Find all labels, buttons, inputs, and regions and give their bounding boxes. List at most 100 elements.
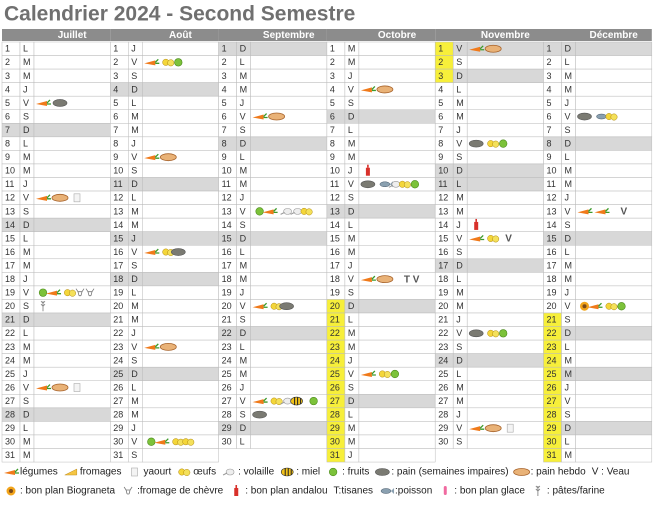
- weekday: D: [456, 260, 463, 270]
- content-cell: [33, 123, 111, 138]
- day-number: 23: [438, 342, 448, 352]
- content-cell: [358, 190, 436, 205]
- fish: [379, 181, 391, 188]
- day-number: 28: [222, 410, 232, 420]
- carrot: [469, 236, 481, 242]
- day-number: 18: [5, 274, 15, 284]
- apple: [309, 396, 318, 406]
- content-cell: [358, 407, 436, 422]
- content-cell: [466, 150, 544, 165]
- weekday: D: [240, 139, 247, 149]
- weekday: D: [348, 301, 355, 311]
- content-cell: [250, 82, 328, 97]
- bee: [280, 467, 294, 477]
- leaf: [371, 275, 376, 281]
- icon: [270, 397, 283, 406]
- stripes: [284, 468, 292, 476]
- icon: [123, 486, 133, 495]
- icon: [309, 396, 318, 406]
- carrot: [469, 426, 481, 432]
- day-number: 3: [113, 71, 118, 81]
- content-cell: [142, 258, 219, 273]
- legend-text: : pain hebdo: [531, 467, 586, 478]
- icon: [222, 468, 235, 476]
- bone: [280, 211, 285, 215]
- day-number: 27: [547, 396, 557, 406]
- content-cell: [466, 339, 544, 354]
- icon: [4, 468, 19, 475]
- bread: [159, 342, 177, 351]
- day-number: 3: [547, 71, 552, 81]
- bread: [159, 153, 177, 162]
- weekday: S: [240, 410, 246, 420]
- icon: [535, 485, 541, 496]
- weekday: D: [23, 315, 30, 325]
- content-cell: [466, 95, 544, 110]
- content-cell: [466, 434, 544, 449]
- day-number: 17: [222, 260, 232, 270]
- day-number: 26: [330, 382, 340, 392]
- day-number: 7: [330, 125, 335, 135]
- note: V: [505, 234, 512, 245]
- icon: [174, 58, 183, 67]
- day-number: 4: [330, 84, 335, 94]
- content-cell: [575, 258, 653, 273]
- content-cell: [250, 95, 328, 110]
- day-number: 21: [113, 315, 123, 325]
- day-number: 9: [438, 152, 443, 162]
- weekday: L: [565, 342, 570, 352]
- weekday: S: [348, 288, 354, 298]
- day-number: 3: [5, 71, 10, 81]
- weekday: V: [240, 206, 246, 216]
- icon: [605, 113, 618, 121]
- weekday: J: [23, 84, 28, 94]
- weekday: M: [240, 84, 248, 94]
- day-number: 25: [330, 369, 340, 379]
- icon: [159, 153, 177, 162]
- weekday: D: [131, 274, 138, 284]
- icon: [252, 397, 268, 405]
- chick: [403, 181, 411, 189]
- day-number: 28: [113, 410, 123, 420]
- weekday: M: [565, 179, 573, 189]
- month-header: [218, 29, 327, 41]
- day-number: 24: [547, 355, 557, 365]
- legend-text: : pain (semaines impaires): [391, 467, 508, 478]
- chick: [492, 235, 500, 243]
- weekday: S: [456, 247, 462, 257]
- day-number: 12: [330, 193, 340, 203]
- weekday: V: [565, 396, 571, 406]
- poultry: [283, 208, 292, 215]
- yogurt: [73, 193, 81, 203]
- weekday: S: [456, 152, 462, 162]
- weekday: M: [348, 328, 356, 338]
- weekday: J: [348, 166, 353, 176]
- weekday: J: [456, 410, 461, 420]
- weekday: D: [131, 179, 138, 189]
- content-cell: [575, 136, 653, 151]
- weekday: M: [565, 274, 573, 284]
- content-cell: [466, 82, 544, 97]
- day-number: 25: [547, 369, 557, 379]
- content-cell: [250, 258, 328, 273]
- content-cell: [250, 366, 328, 382]
- weekday: L: [23, 233, 28, 243]
- icon: [172, 438, 185, 446]
- day-number: 24: [5, 355, 15, 365]
- content-cell: [33, 326, 111, 341]
- month-header: [543, 29, 652, 41]
- weekday: M: [131, 125, 139, 135]
- day-number: 9: [113, 152, 118, 162]
- weekday: J: [240, 382, 245, 392]
- weekday: M: [131, 206, 139, 216]
- content-cell: [466, 299, 544, 314]
- day-number: 16: [547, 247, 557, 257]
- day-number: 5: [113, 98, 118, 108]
- day-number: 8: [113, 139, 118, 149]
- icon: [280, 467, 294, 477]
- weekday: M: [565, 450, 573, 460]
- leaf: [371, 370, 376, 376]
- content-cell: [33, 448, 111, 463]
- icon: [52, 99, 68, 107]
- content-cell: [358, 109, 436, 124]
